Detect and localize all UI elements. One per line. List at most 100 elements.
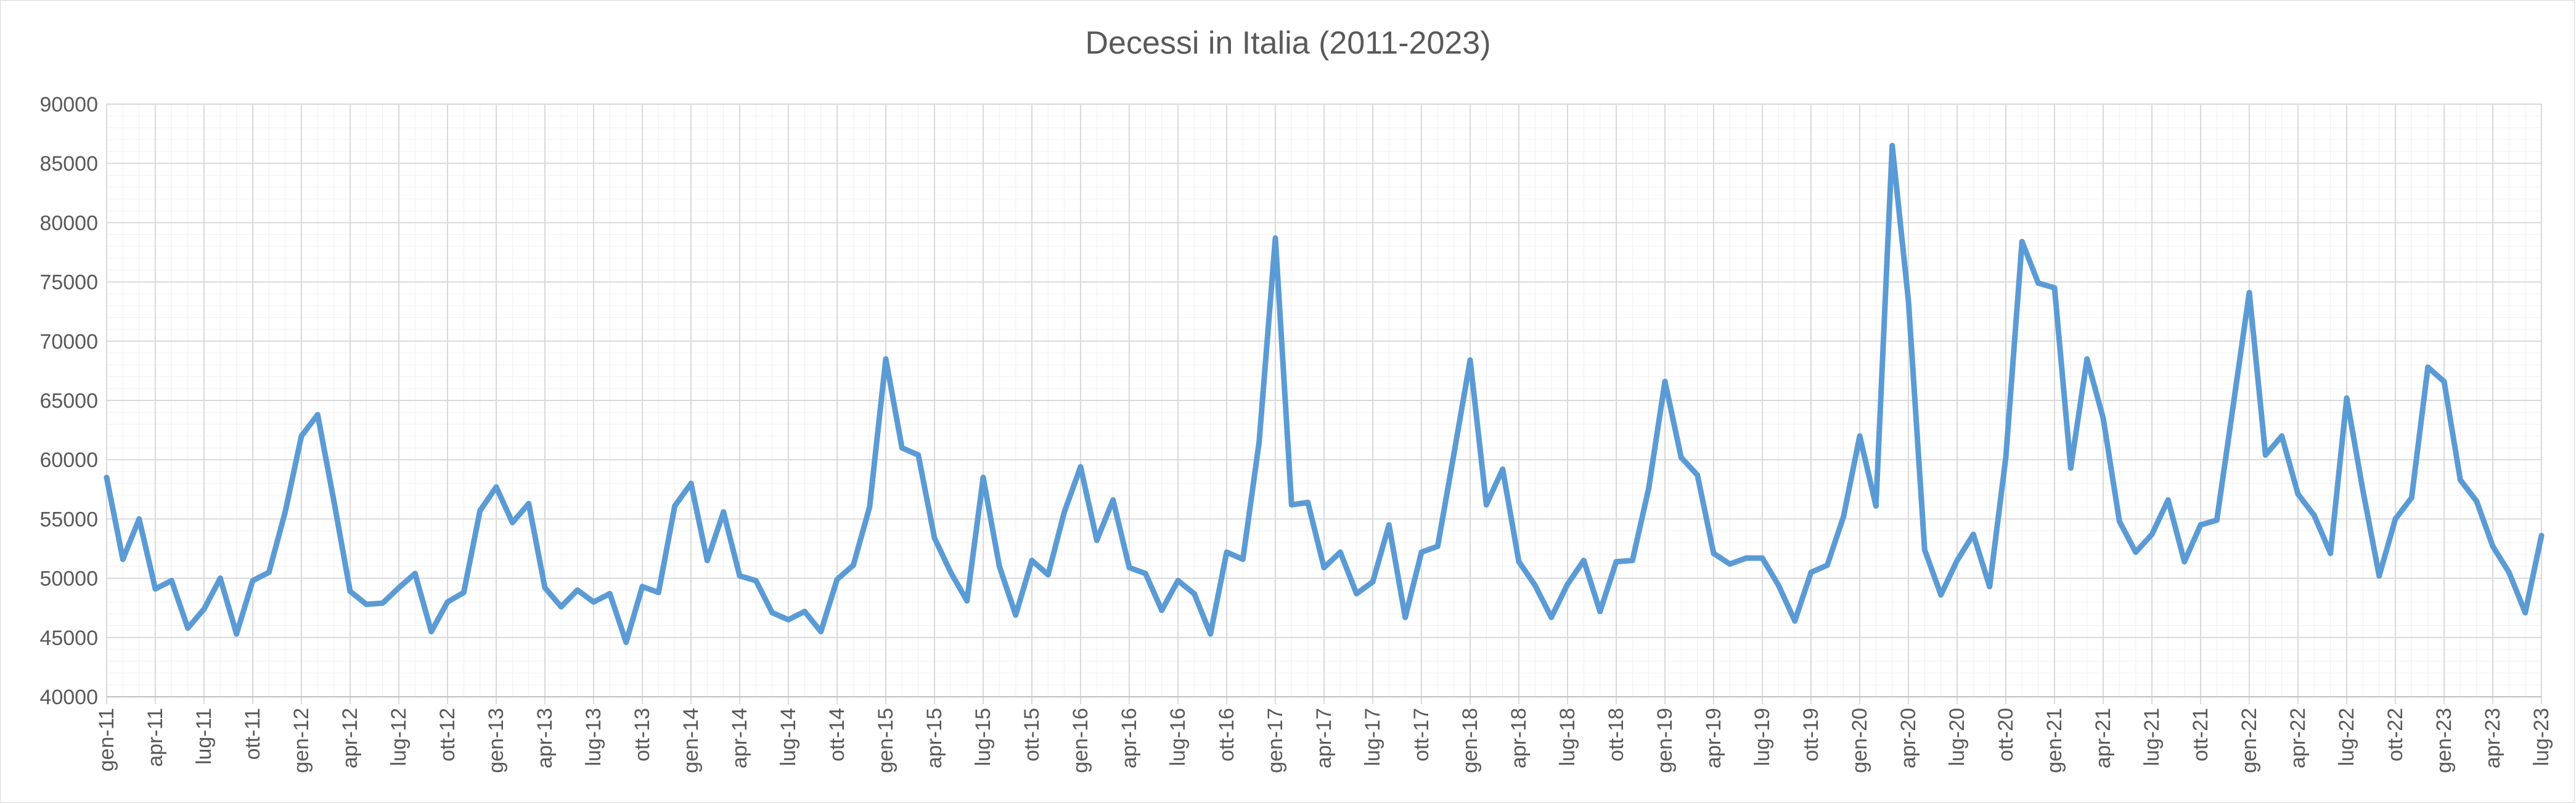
x-tick-label: lug-13 (582, 708, 605, 766)
data-point (2279, 433, 2285, 439)
data-point (1987, 583, 1993, 590)
data-point (1337, 549, 1343, 555)
x-tick-label: ott-17 (1410, 708, 1433, 761)
x-tick-label: apr-13 (533, 708, 557, 768)
x-tick-label: gen-22 (2238, 708, 2261, 773)
data-point (2198, 522, 2204, 528)
data-point (1695, 472, 1701, 478)
data-point (1126, 564, 1132, 571)
data-point (1500, 466, 1506, 473)
data-point (1759, 555, 1765, 561)
data-point (1548, 614, 1555, 620)
data-point (2133, 549, 2139, 555)
data-point (1191, 591, 1197, 597)
data-point (558, 604, 564, 610)
data-point (1370, 579, 1376, 585)
data-point (1175, 577, 1181, 583)
x-tick-label: ott-22 (2384, 708, 2407, 761)
x-tick-label: gen-14 (679, 708, 703, 773)
x-tick-label: apr-20 (1897, 708, 1920, 768)
data-point (1451, 451, 1457, 457)
data-point (444, 599, 451, 605)
data-point (363, 601, 369, 607)
data-point (769, 609, 775, 615)
data-point (753, 577, 759, 583)
x-tick-label: ott-14 (825, 708, 849, 761)
data-point (1532, 582, 1538, 588)
data-point (996, 563, 1002, 569)
data-point (947, 569, 954, 575)
x-tick-label: gen-16 (1069, 708, 1092, 773)
data-point (493, 484, 499, 490)
data-point (1305, 499, 1311, 505)
data-point (168, 577, 174, 583)
x-tick-label: gen-12 (290, 708, 313, 773)
x-tick-label: ott-21 (2189, 708, 2212, 761)
data-point (1921, 546, 1928, 553)
data-point (2035, 280, 2042, 286)
data-point (704, 558, 710, 564)
data-point (2490, 543, 2496, 550)
data-point (542, 585, 548, 591)
data-point (136, 516, 142, 522)
data-point (1142, 571, 1148, 577)
data-point (298, 433, 305, 439)
x-tick-label: lug-15 (971, 708, 995, 766)
data-point (1889, 142, 1895, 148)
y-tick-label: 90000 (39, 93, 98, 116)
data-point (2165, 497, 2171, 503)
data-point (1402, 614, 1409, 620)
x-tick-label: lug-17 (1361, 708, 1384, 766)
data-point (2019, 238, 2025, 245)
data-point (460, 590, 467, 596)
x-tick-label: lug-21 (2140, 708, 2164, 766)
x-tick-label: lug-22 (2335, 708, 2358, 766)
x-tick-label: ott-15 (1020, 708, 1044, 761)
data-point (2116, 518, 2122, 524)
data-point (1597, 608, 1603, 614)
chart-title: Decessi in Italia (2011-2023) (1085, 25, 1491, 61)
data-point (331, 498, 337, 505)
grid-layer (106, 104, 2542, 697)
y-tick-label: 80000 (39, 211, 98, 235)
data-point (2328, 550, 2334, 556)
data-point (672, 503, 678, 509)
data-point (120, 556, 126, 562)
x-tick-label: apr-18 (1507, 708, 1531, 768)
data-point (1077, 464, 1084, 470)
x-tick-label: ott-12 (436, 708, 459, 761)
data-point (1841, 514, 1847, 520)
data-point (1061, 509, 1068, 515)
data-point (2003, 454, 2009, 460)
x-tick-label: ott-20 (1994, 708, 2018, 761)
x-tick-label: apr-11 (144, 708, 167, 767)
data-point (2408, 495, 2414, 501)
y-tick-label: 55000 (39, 508, 98, 531)
data-point (1110, 497, 1116, 503)
data-point (964, 598, 970, 604)
x-tick-label: ott-18 (1605, 708, 1628, 761)
y-tick-label: 75000 (39, 271, 98, 294)
data-point (217, 575, 223, 582)
x-tick-label: apr-14 (728, 708, 751, 768)
data-point (1483, 501, 1489, 508)
data-point (591, 599, 597, 605)
data-point (1013, 612, 1019, 618)
data-point (1029, 558, 1035, 564)
y-tick-label: 65000 (39, 389, 98, 413)
data-point (104, 474, 110, 481)
data-point (801, 608, 808, 614)
data-point (2344, 395, 2350, 401)
data-point (1516, 559, 1522, 565)
data-point (785, 617, 791, 623)
data-point (2441, 378, 2447, 384)
data-point (2311, 513, 2317, 519)
x-tick-label: lug-16 (1166, 708, 1190, 766)
x-tick-label: gen-19 (1653, 708, 1677, 773)
data-point (655, 590, 661, 596)
data-point (1905, 298, 1912, 304)
data-point (1873, 503, 1879, 509)
x-tick-label: gen-13 (485, 708, 508, 773)
data-point (1646, 485, 1652, 491)
